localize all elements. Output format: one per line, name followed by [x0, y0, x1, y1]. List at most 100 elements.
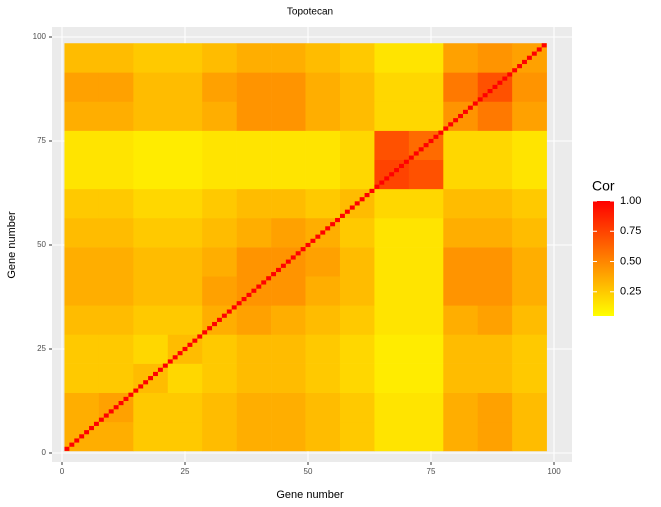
heatmap-cell: [64, 130, 100, 161]
heatmap-cell: [305, 363, 341, 393]
diagonal-cell: [153, 371, 158, 377]
diagonal-cell: [339, 213, 345, 218]
heatmap-cell: [271, 363, 306, 393]
y-tick-label: 75: [37, 136, 46, 145]
heatmap-cell: [64, 217, 100, 248]
heatmap-cell: [271, 276, 306, 306]
heatmap-cell: [98, 276, 134, 306]
diagonal-cell: [443, 126, 449, 131]
heatmap-cell: [512, 101, 547, 131]
heatmap-cell: [133, 305, 169, 335]
heatmap-cell: [271, 421, 306, 452]
heatmap-cell: [133, 334, 169, 364]
diagonal-cell: [458, 113, 463, 119]
heatmap-cell: [64, 247, 100, 277]
heatmap-cell: [133, 421, 169, 452]
diagonal-cell: [335, 217, 340, 223]
diagonal-cell: [89, 425, 94, 431]
diagonal-cell: [325, 226, 331, 231]
diagonal-cell: [369, 188, 375, 193]
diagonal-cell: [433, 134, 439, 139]
diagonal-cell: [310, 238, 316, 243]
heatmap-cell: [98, 305, 134, 335]
heatmap-cell: [443, 334, 479, 364]
colorbar-label: 0.25: [620, 286, 641, 298]
heatmap-cell: [64, 276, 100, 306]
diagonal-cell: [261, 280, 267, 285]
diagonal-cell: [359, 197, 365, 202]
heatmap-cell: [408, 159, 444, 190]
diagonal-cell: [167, 359, 173, 364]
x-tick-label: 25: [181, 467, 190, 476]
heatmap-cell: [512, 159, 547, 190]
heatmap-cell: [374, 421, 410, 452]
y-axis-label: Gene number: [6, 211, 18, 279]
heatmap-cell: [236, 392, 272, 423]
heatmap-cell: [443, 72, 479, 102]
diagonal-cell: [492, 84, 498, 89]
heatmap-cell: [202, 159, 237, 190]
diagonal-cell: [256, 284, 262, 289]
heatmap-cell: [202, 217, 237, 248]
heatmap-cell: [443, 247, 479, 277]
diagonal-cell: [428, 138, 434, 144]
heatmap-cell: [305, 392, 341, 423]
heatmap-cell: [477, 334, 513, 364]
diagonal-cell: [364, 193, 370, 198]
heatmap-cell: [64, 72, 100, 102]
x-tick-label: 50: [304, 467, 313, 476]
heatmap-cell: [98, 247, 134, 277]
diagonal-cell: [221, 313, 227, 318]
heatmap-cell: [167, 188, 203, 219]
heatmap-cell: [167, 421, 203, 452]
diagonal-cell: [394, 168, 400, 173]
diagonal-cell: [133, 388, 139, 393]
heatmap-cell: [236, 305, 272, 335]
diagonal-cell: [384, 176, 390, 181]
diagonal-cell: [541, 43, 547, 48]
diagonal-cell: [502, 76, 508, 81]
diagonal-cell: [276, 267, 281, 273]
heatmap-cell: [374, 305, 410, 335]
diagonal-cell: [418, 147, 424, 152]
diagonal-cell: [344, 209, 350, 214]
heatmap-cell: [305, 305, 341, 335]
heatmap-cell: [305, 72, 341, 102]
diagonal-cell: [98, 417, 104, 422]
diagonal-cell: [467, 105, 473, 110]
heatmap-cell: [271, 72, 306, 102]
diagonal-cell: [349, 205, 355, 210]
heatmap-cell: [133, 130, 169, 161]
diagonal-cell: [526, 55, 532, 60]
heatmap-cell: [339, 101, 375, 131]
heatmap-cell: [202, 188, 237, 219]
heatmap-cell: [133, 72, 169, 102]
heatmap-cell: [374, 334, 410, 364]
heatmap-cell: [167, 43, 203, 73]
heatmap-cell: [408, 247, 444, 277]
heatmap-cell: [167, 363, 203, 393]
heatmap-cell: [443, 188, 479, 219]
heatmap-cell: [236, 334, 272, 364]
diagonal-cell: [64, 446, 70, 451]
heatmap-cell: [408, 305, 444, 335]
diagonal-cell: [403, 159, 409, 164]
diagonal-cell: [285, 259, 291, 264]
heatmap-cell: [477, 392, 513, 423]
heatmap-cell: [236, 217, 272, 248]
heatmap-cell: [167, 247, 203, 277]
heatmap-cell: [305, 130, 341, 161]
diagonal-cell: [374, 184, 380, 189]
heatmap-cell: [202, 363, 237, 393]
heatmap-cell: [408, 363, 444, 393]
heatmap-cell: [271, 101, 306, 131]
heatmap-cell: [202, 276, 237, 306]
x-tick-label: 75: [427, 467, 436, 476]
heatmap-cell: [64, 159, 100, 190]
heatmap-cell: [64, 101, 100, 131]
heatmap-cell: [339, 305, 375, 335]
diagonal-cell: [236, 301, 242, 306]
diagonal-cell: [512, 68, 518, 73]
heatmap-cell: [512, 188, 547, 219]
chart-title: Topotecan: [287, 7, 333, 18]
